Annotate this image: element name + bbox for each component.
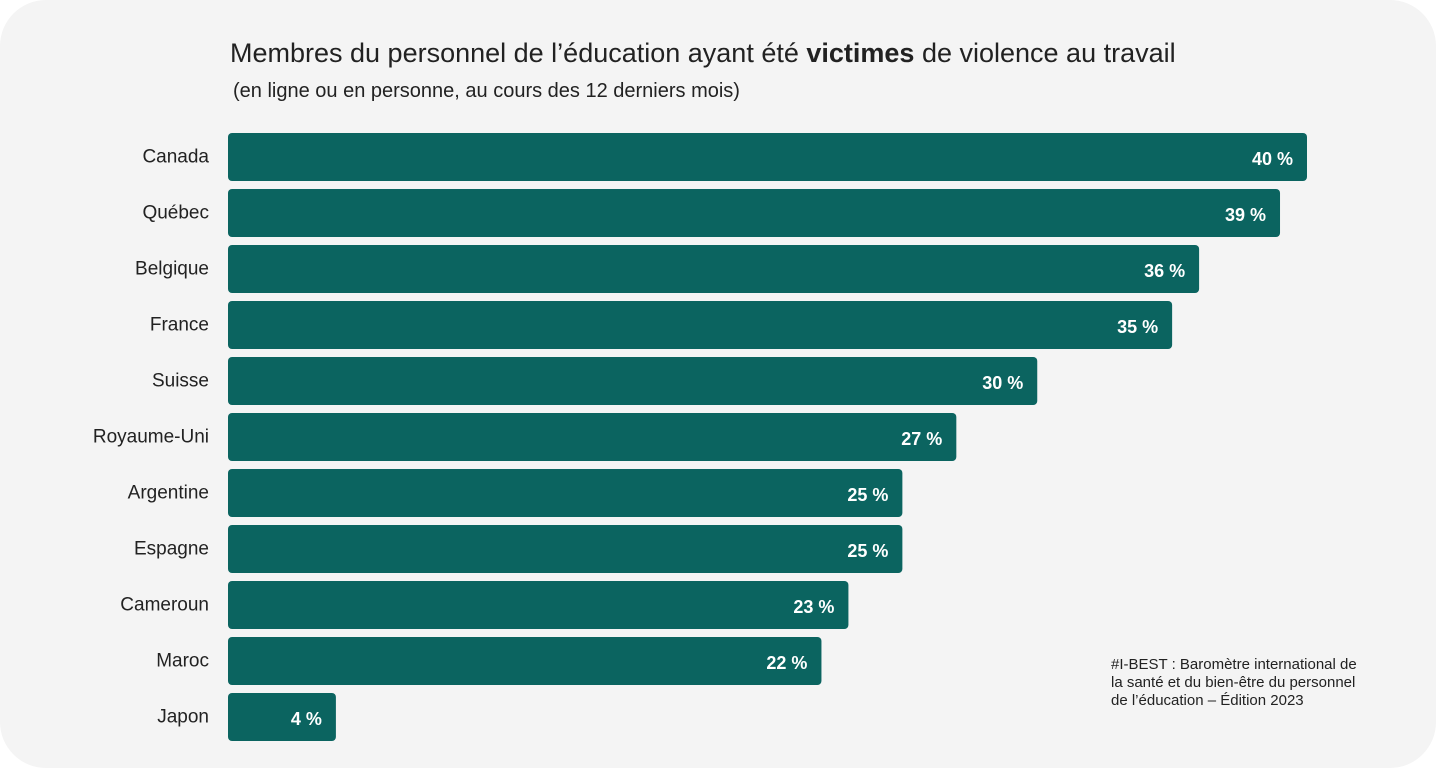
source-line-1: #I-BEST : Baromètre international de	[1111, 656, 1357, 673]
value-label-7: 25 %	[847, 541, 888, 561]
category-label-7: Espagne	[134, 539, 209, 560]
title-part-1: Membres du personnel de l’éducation ayan…	[230, 38, 807, 68]
bar-10	[228, 693, 336, 741]
bar-4	[228, 357, 1038, 405]
source-line-2: la santé et du bien-être du personnel	[1111, 674, 1356, 691]
category-label-2: Belgique	[135, 259, 209, 280]
category-label-9: Maroc	[156, 651, 209, 672]
bar-6	[228, 469, 903, 517]
value-label-3: 35 %	[1117, 317, 1158, 337]
bar-1	[228, 189, 1281, 237]
category-label-10: Japon	[157, 707, 209, 728]
source-line-3: de l’éducation – Édition 2023	[1111, 692, 1304, 709]
title-part-2: de violence au travail	[914, 38, 1176, 68]
category-label-6: Argentine	[128, 483, 209, 504]
category-label-3: France	[150, 315, 209, 336]
bar-7	[228, 525, 903, 573]
chart-subtitle: (en ligne ou en personne, au cours des 1…	[233, 80, 740, 102]
bar-8	[228, 581, 849, 629]
category-label-8: Cameroun	[120, 595, 209, 616]
source-note: #I-BEST : Baromètre international de la …	[1111, 656, 1357, 710]
category-label-4: Suisse	[152, 371, 209, 392]
category-label-0: Canada	[142, 147, 209, 168]
chart-title: Membres du personnel de l’éducation ayan…	[230, 38, 1176, 69]
bar-5	[228, 413, 957, 461]
value-label-9: 22 %	[766, 653, 807, 673]
category-label-1: Québec	[142, 203, 209, 224]
category-label-5: Royaume-Uni	[93, 427, 209, 448]
bar-2	[228, 245, 1200, 293]
bar-9	[228, 637, 822, 685]
value-label-5: 27 %	[901, 429, 942, 449]
value-label-1: 39 %	[1225, 205, 1266, 225]
bar-3	[228, 301, 1173, 349]
value-label-0: 40 %	[1252, 149, 1293, 169]
bar-0	[228, 133, 1307, 181]
value-label-2: 36 %	[1144, 261, 1185, 281]
value-label-10: 4 %	[291, 709, 322, 729]
value-label-4: 30 %	[982, 373, 1023, 393]
title-emphasis: victimes	[806, 38, 915, 68]
value-label-6: 25 %	[847, 485, 888, 505]
value-label-8: 23 %	[793, 597, 834, 617]
